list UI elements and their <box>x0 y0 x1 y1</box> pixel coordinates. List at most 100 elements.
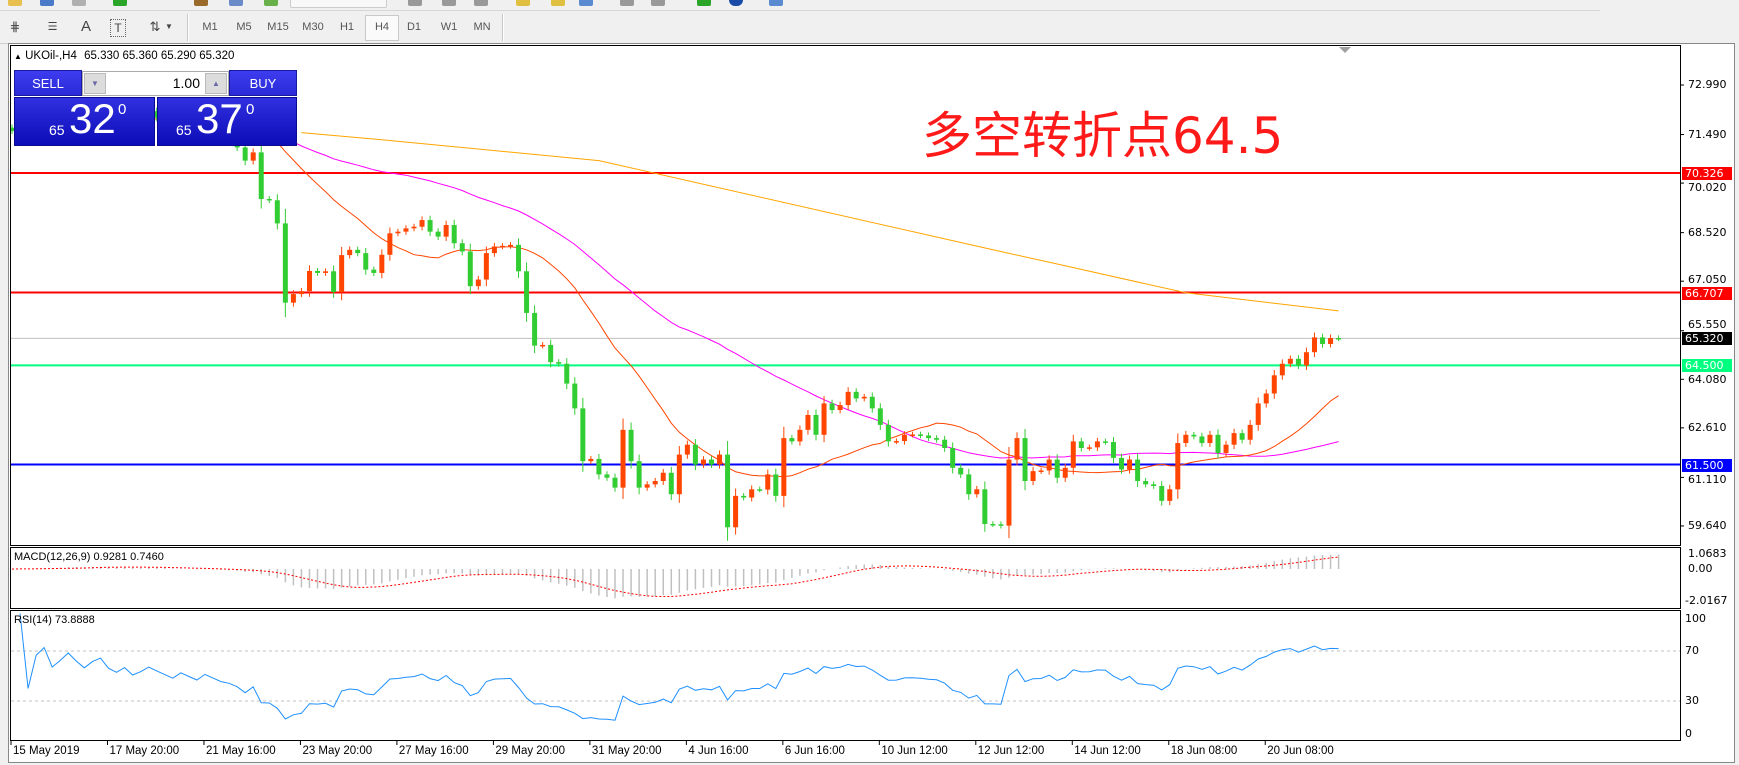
candle-bearish <box>918 434 924 436</box>
candle-bullish <box>676 454 682 495</box>
candle-bullish <box>1038 470 1044 472</box>
timeframe-h1[interactable]: H1 <box>339 21 355 33</box>
candle-bullish <box>395 231 401 234</box>
price-level-tag: 70.326 <box>1682 167 1732 180</box>
time-axis-label: 6 Jun 16:00 <box>784 745 845 757</box>
candle-bullish <box>298 291 304 295</box>
candle-bullish <box>1255 403 1261 425</box>
candle-bullish <box>1183 434 1189 444</box>
zoom-icon[interactable] <box>72 0 86 6</box>
candle-bearish <box>725 454 731 528</box>
sell-price-box[interactable]: 65 32 0 <box>14 96 155 146</box>
new-order-button[interactable] <box>290 0 387 8</box>
new-chart-icon[interactable] <box>40 0 54 6</box>
chart-annotation-text[interactable]: 多空转折点64.5 <box>922 107 1284 165</box>
indicators-icon[interactable] <box>697 0 711 6</box>
timeframe-w1[interactable]: W1 <box>440 21 458 33</box>
text-icon[interactable]: A <box>80 18 91 35</box>
candle-bullish <box>821 403 827 435</box>
time-axis-label: 4 Jun 16:00 <box>688 745 749 757</box>
time-axis-label: 12 Jun 12:00 <box>977 745 1045 757</box>
candle-bullish <box>387 233 393 255</box>
arrows-icon[interactable]: ⇅ <box>149 19 161 34</box>
candle-bearish <box>628 429 634 462</box>
favorites-icon[interactable] <box>8 0 22 6</box>
chart-header: ▲ UKOil-,H4 65.330 65.360 65.290 65.320 <box>14 50 234 62</box>
fibonacci-icon[interactable]: ☰ <box>47 21 58 33</box>
candle-bearish <box>1054 459 1060 478</box>
timeframe-m30[interactable]: M30 <box>302 21 324 33</box>
candle-bearish <box>926 435 932 439</box>
price-plot <box>11 99 1680 541</box>
candle-bearish <box>451 225 457 244</box>
candle-bearish <box>1199 436 1205 444</box>
timeframe-mn[interactable]: MN <box>473 21 491 33</box>
chart-shift-marker[interactable] <box>1339 47 1351 53</box>
shift-icon[interactable] <box>651 0 665 6</box>
elliott-wave-icon[interactable]: ⋕ <box>9 19 21 34</box>
price-axis-label: 62.610 <box>1688 421 1727 434</box>
timeframe-h4[interactable]: H4 <box>365 15 399 41</box>
candle-bearish <box>154 111 160 118</box>
candle-bearish <box>668 472 674 495</box>
timeframe-d1[interactable]: D1 <box>406 21 422 33</box>
buy-button[interactable]: BUY <box>229 70 297 96</box>
rsi-panel[interactable] <box>10 610 1681 741</box>
time-axis-label: 31 May 20:00 <box>591 745 662 757</box>
expert-icon[interactable] <box>194 0 208 6</box>
candle-bullish <box>540 344 546 347</box>
text-label-icon[interactable]: T <box>110 19 126 37</box>
candle-chart-icon[interactable] <box>442 0 456 6</box>
candle-bearish <box>282 223 288 303</box>
candle-bullish <box>306 270 312 292</box>
candle-bearish <box>869 396 875 409</box>
collapse-triangle-icon[interactable]: ▲ <box>14 52 22 61</box>
candle-bullish <box>749 489 755 498</box>
macd-axis-zero: 0.00 <box>1688 562 1713 575</box>
candle-bullish <box>1279 363 1285 376</box>
candle-bullish <box>1014 438 1020 460</box>
tile-icon[interactable] <box>579 0 593 6</box>
timeframe-m1[interactable]: M1 <box>202 21 218 33</box>
symbol-timeframe: UKOil-,H4 <box>25 50 77 62</box>
zoom-in-icon[interactable] <box>516 0 530 6</box>
lot-decrease-button[interactable]: ▼ <box>84 73 106 94</box>
main-price-panel[interactable] <box>10 45 1681 546</box>
sell-button[interactable]: SELL <box>14 70 82 96</box>
lot-size-field[interactable]: ▼ 1.00 ▲ <box>82 71 229 96</box>
arrows-dropdown-icon[interactable]: ▼ <box>165 22 173 31</box>
templates-icon[interactable] <box>769 0 783 6</box>
candle-bearish <box>708 459 714 465</box>
candle-bearish <box>363 253 369 270</box>
macd-panel[interactable] <box>10 547 1681 609</box>
candle-bullish <box>1167 489 1173 501</box>
candle-bullish <box>1207 434 1213 444</box>
window-icon[interactable] <box>229 0 243 6</box>
candle-bullish <box>1303 352 1309 366</box>
timeframe-m15[interactable]: M15 <box>267 21 289 33</box>
add-icon[interactable] <box>113 0 127 6</box>
periods-icon[interactable] <box>729 0 743 6</box>
price-level-tag: 66.707 <box>1682 287 1732 300</box>
lot-size-value[interactable]: 1.00 <box>172 75 200 91</box>
candle-bullish <box>499 245 505 248</box>
timeframe-m5[interactable]: M5 <box>236 21 252 33</box>
lot-increase-button[interactable]: ▲ <box>205 73 227 94</box>
candle-bearish <box>998 524 1004 526</box>
candle-bullish <box>781 438 787 496</box>
price-axis-label: 61.110 <box>1688 473 1727 486</box>
bar-chart-icon[interactable] <box>408 0 422 6</box>
candle-bullish <box>644 484 650 488</box>
candle-bullish <box>1046 459 1052 471</box>
zoom-out-icon[interactable] <box>551 0 565 6</box>
buy-price-prefix: 65 <box>176 122 192 138</box>
candle-bullish <box>1223 444 1229 453</box>
line-chart-icon[interactable] <box>474 0 488 6</box>
time-axis-label: 21 May 16:00 <box>205 745 276 757</box>
buy-price-box[interactable]: 65 37 0 <box>157 96 297 146</box>
candle-bullish <box>1247 424 1253 440</box>
scroll-icon[interactable] <box>620 0 634 6</box>
candle-bullish <box>290 294 296 303</box>
autotrade-icon[interactable] <box>264 0 278 6</box>
